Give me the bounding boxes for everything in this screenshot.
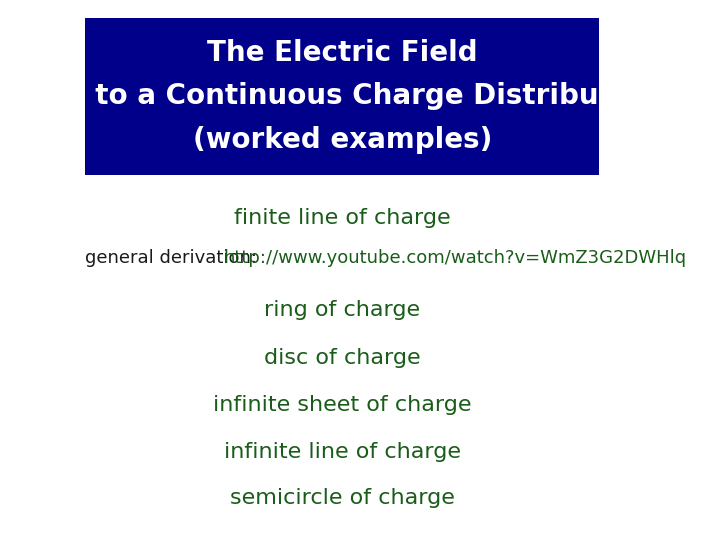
Text: ring of charge: ring of charge: [264, 300, 420, 320]
Text: http://www.youtube.com/watch?v=WmZ3G2DWHlq: http://www.youtube.com/watch?v=WmZ3G2DWH…: [223, 249, 686, 267]
Text: (worked examples): (worked examples): [192, 126, 492, 154]
Text: finite line of charge: finite line of charge: [234, 208, 451, 228]
Text: The Electric Field: The Electric Field: [207, 38, 477, 66]
Text: infinite line of charge: infinite line of charge: [224, 442, 461, 462]
Text: infinite sheet of charge: infinite sheet of charge: [213, 395, 472, 415]
Text: semicircle of charge: semicircle of charge: [230, 488, 455, 508]
Bar: [86, 18, 599, 175]
Text: disc of charge: disc of charge: [264, 348, 420, 368]
Text: Due to a Continuous Charge Distribution: Due to a Continuous Charge Distribution: [24, 83, 660, 111]
Text: general derivation:: general derivation:: [86, 249, 269, 267]
